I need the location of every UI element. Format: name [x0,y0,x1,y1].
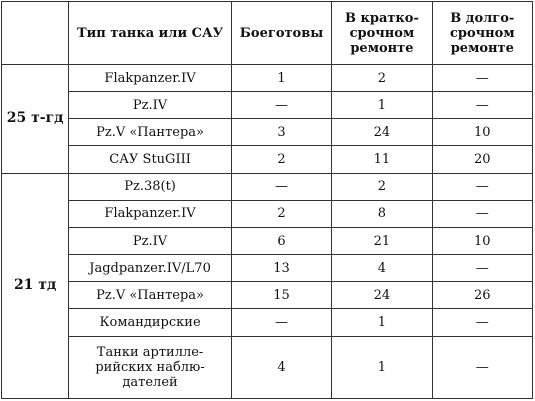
short-repair-cell: 21 [331,226,433,256]
ready-cell: 4 [230,335,333,400]
short-repair-cell: 1 [331,308,433,337]
header-short-repair: В кратко-срочном ремонте [331,1,433,65]
table-row: Танки артилле-рийских наблю-дателей 4 1 … [2,335,534,400]
ready-cell: 3 [230,118,333,147]
table-row: Pz.V «Пантера» 3 24 10 [2,118,534,147]
type-cell: Командирские [68,308,232,337]
long-repair-cell: — [431,335,534,400]
long-repair-cell: — [431,63,534,93]
short-repair-cell: 1 [331,335,433,400]
type-cell: Pz.38(t) [68,172,232,201]
ready-cell: 1 [230,63,333,93]
short-repair-cell: 8 [331,199,433,228]
header-row: Тип танка или САУ Боеготовы В кратко-сро… [0,1,534,65]
type-cell: САУ StuGIII [68,145,232,174]
table-row: 25 т-гд Flakpanzer.IV 1 2 — [0,63,534,174]
type-cell: Pz.IV [68,91,232,120]
ready-cell: 2 [230,145,333,174]
long-repair-cell: 10 [431,226,534,256]
long-repair-cell: — [431,308,534,337]
type-cell: Pz.IV [68,226,232,256]
short-repair-cell: 11 [331,145,433,174]
table-row: Pz.V «Пантера» 15 24 26 [2,281,534,310]
type-cell: Flakpanzer.IV [68,63,232,93]
long-repair-cell: — [431,254,534,283]
short-repair-cell: 2 [331,172,433,201]
ready-cell: — [230,308,333,337]
unit-cell: 21 тд [0,172,70,400]
type-cell: Flakpanzer.IV [68,199,232,228]
header-unit [0,1,70,65]
short-repair-cell: 1 [331,91,433,120]
header-long-repair: В долго-срочном ремонте [431,1,534,65]
type-cell: Pz.V «Пантера» [68,281,232,310]
ready-cell: — [230,91,333,120]
ready-cell: 2 [230,199,333,228]
short-repair-cell: 4 [331,254,433,283]
long-repair-cell: — [431,199,534,228]
ready-cell: 6 [230,226,333,256]
table-row: САУ StuGIII 2 11 20 [2,145,534,174]
ready-cell: — [230,172,333,201]
long-repair-cell: 10 [431,118,534,147]
table-row: 21 тд Pz.38(t) — 2 — [0,172,534,400]
header-ready: Боеготовы [230,1,333,65]
ready-cell: 15 [230,281,333,310]
header-type: Тип танка или САУ [68,1,232,65]
long-repair-cell: 20 [431,145,534,174]
ready-cell: 13 [230,254,333,283]
table-row: Командирские — 1 — [2,308,534,337]
long-repair-cell: 26 [431,281,534,310]
long-repair-cell: — [431,91,534,120]
table-row: Flakpanzer.IV 2 8 — [2,199,534,228]
short-repair-cell: 24 [331,281,433,310]
short-repair-cell: 24 [331,118,433,147]
table-row: Pz.IV 6 21 10 [2,226,534,256]
short-repair-cell: 2 [331,63,433,93]
type-cell: Jagdpanzer.IV/L70 [68,254,232,283]
unit-cell: 25 т-гд [0,64,70,174]
table-row: Pz.IV — 1 — [2,91,534,120]
long-repair-cell: — [431,172,534,201]
type-cell: Pz.V «Пантера» [68,118,232,147]
table-row: Jagdpanzer.IV/L70 13 4 — [2,254,534,283]
type-cell: Танки артилле-рийских наблю-дателей [68,335,232,400]
